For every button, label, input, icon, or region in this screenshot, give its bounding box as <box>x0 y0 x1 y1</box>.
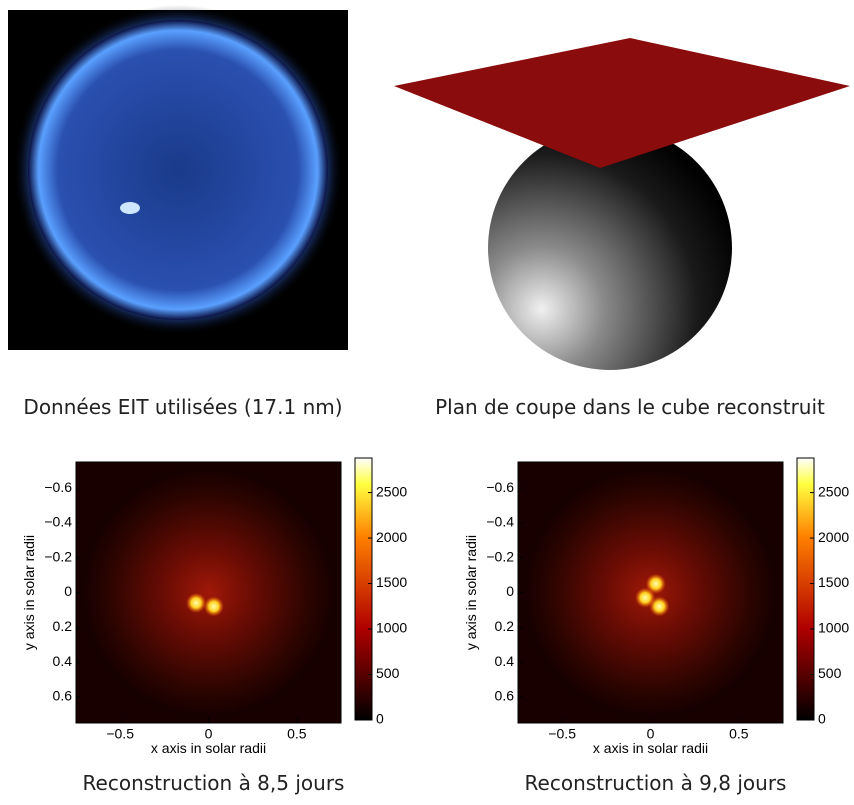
colorbar-tick-label: 500 <box>818 665 842 681</box>
x-axis-label: x axis in solar radii <box>593 740 708 756</box>
y-tick-label: −0.2 <box>486 548 514 564</box>
colorbar-tick-label: 0 <box>376 711 384 727</box>
y-tick-label: 0 <box>64 583 72 599</box>
y-tick-label: 0.2 <box>53 618 73 634</box>
colorbar-tick-label: 500 <box>376 665 400 681</box>
colorbar <box>797 458 814 720</box>
colorbar-tick-label: 1500 <box>818 574 849 590</box>
y-tick-label: −0.6 <box>486 479 514 495</box>
hot-spot <box>186 593 206 613</box>
y-tick-label: 0.6 <box>495 688 515 704</box>
y-tick-label: 0 <box>506 583 514 599</box>
colorbar-tick-label: 2500 <box>818 483 849 499</box>
x-tick-label: 0.5 <box>287 726 307 742</box>
x-axis-label: x axis in solar radii <box>151 740 266 756</box>
colorbar <box>355 458 372 720</box>
y-tick-label: 0.2 <box>495 618 515 634</box>
heatmap-glow <box>81 467 335 718</box>
y-tick-label: −0.6 <box>44 479 72 495</box>
sun-disk <box>28 20 328 320</box>
colorbar-tick-label: 2500 <box>376 483 407 499</box>
y-tick-label: −0.4 <box>44 514 72 530</box>
caption: Reconstruction à 9,8 jours <box>525 771 787 795</box>
y-tick-label: 0.6 <box>53 688 73 704</box>
caption: Plan de coupe dans le cube reconstruit <box>435 395 825 419</box>
caption: Données EIT utilisées (17.1 nm) <box>23 395 342 419</box>
figure: Données EIT utilisées (17.1 nm) Plan de … <box>0 0 854 805</box>
y-tick-label: 0.4 <box>53 653 73 669</box>
y-tick-label: 0.4 <box>495 653 515 669</box>
x-tick-label: −0.5 <box>106 726 134 742</box>
y-tick-label: −0.4 <box>486 514 514 530</box>
caption: Reconstruction à 8,5 jours <box>83 771 345 795</box>
hot-spot <box>204 596 224 616</box>
colorbar-tick-label: 1000 <box>818 620 849 636</box>
cut-plane <box>394 38 850 168</box>
colorbar-tick-label: 1000 <box>376 620 407 636</box>
x-tick-label: −0.5 <box>548 726 576 742</box>
colorbar-tick-label: 1500 <box>376 574 407 590</box>
hot-spot <box>635 588 655 608</box>
active-region <box>120 202 140 214</box>
colorbar-tick-label: 2000 <box>376 529 407 545</box>
y-tick-label: −0.2 <box>44 548 72 564</box>
x-tick-label: 0.5 <box>729 726 749 742</box>
colorbar-tick-label: 2000 <box>818 529 849 545</box>
y-axis-label: y axis in solar radii <box>463 535 479 650</box>
y-axis-label: y axis in solar radii <box>21 535 37 650</box>
colorbar-tick-label: 0 <box>818 711 826 727</box>
